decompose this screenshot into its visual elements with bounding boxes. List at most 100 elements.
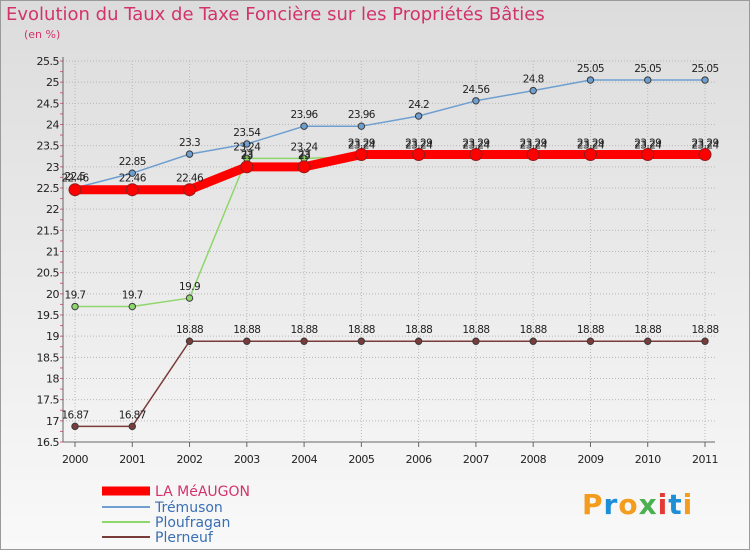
data-point: [185, 294, 194, 302]
data-label: 23.24: [405, 140, 433, 152]
data-point: [529, 337, 537, 345]
data-label: 23.29: [405, 138, 432, 150]
data-label: 19.9: [179, 281, 200, 293]
data-label: 25.05: [577, 63, 604, 75]
y-axis-unit-label: (en %): [24, 28, 61, 41]
data-label: 18.88: [348, 324, 375, 336]
data-point: [529, 86, 537, 95]
data-label: 23.24: [233, 141, 261, 153]
y-tick-label: 24: [46, 119, 59, 132]
data-label: 19.7: [65, 290, 86, 302]
y-tick-label: 24.5: [37, 97, 60, 110]
y-tick-label: 25.5: [37, 55, 60, 68]
data-label: 23.29: [520, 138, 547, 150]
data-label: 23.29: [348, 138, 375, 150]
data-point: [357, 337, 366, 345]
data-label: 23.24: [348, 140, 376, 152]
x-tick-label: 2011: [692, 453, 718, 466]
data-label: 23.24: [291, 141, 319, 153]
data-point: [128, 422, 136, 431]
data-point: [641, 148, 655, 162]
data-point: [644, 76, 652, 84]
x-tick-label: 2007: [463, 453, 489, 466]
data-point: [125, 183, 139, 197]
data-point: [185, 150, 194, 158]
logo-letter: x: [638, 488, 658, 521]
x-tick-label: 2003: [234, 453, 260, 466]
data-point: [644, 337, 652, 345]
x-tick-label: 2000: [62, 453, 88, 466]
data-label: 23: [241, 148, 253, 160]
data-label: 25.05: [634, 63, 661, 75]
y-tick-label: 18: [46, 373, 59, 386]
x-tick-label: 2006: [406, 453, 432, 466]
legend-label: Plerneuf: [155, 530, 214, 546]
y-tick-label: 19: [46, 330, 59, 343]
data-label: 22.5: [65, 171, 86, 183]
logo-letter: o: [618, 488, 639, 521]
data-label: 23.29: [634, 138, 661, 150]
x-tick-label: 2005: [348, 453, 374, 466]
data-point: [71, 422, 79, 431]
data-label: 18.88: [691, 324, 718, 336]
y-tick-label: 17.5: [37, 394, 60, 407]
data-point: [414, 112, 423, 120]
series-line-2: [74, 155, 706, 308]
data-label: 24.8: [523, 74, 544, 86]
data-label: 24.56: [462, 84, 490, 96]
x-tick-label: 2008: [520, 453, 546, 466]
x-tick-label: 2004: [291, 453, 317, 466]
data-label: 23.24: [520, 140, 548, 152]
x-tick-label: 2009: [577, 453, 603, 466]
data-point: [243, 337, 251, 345]
data-point: [469, 148, 483, 162]
data-point: [243, 140, 251, 148]
series-group: [68, 76, 712, 431]
data-label: 22.85: [119, 156, 146, 168]
data-point: [526, 148, 540, 162]
data-label: 16.87: [119, 409, 146, 421]
data-point: [586, 337, 595, 345]
logo-letter: i: [682, 488, 694, 521]
data-label: 16.87: [61, 409, 88, 421]
data-point: [586, 76, 595, 84]
data-point: [701, 76, 709, 84]
data-label: 22.46: [176, 173, 204, 185]
legend-label: Ploufragan: [155, 515, 230, 531]
legend-label: Trémuson: [154, 500, 223, 516]
data-point: [68, 183, 82, 197]
legend-label: LA MéAUGON: [155, 484, 250, 500]
y-tick-label: 21: [46, 246, 59, 259]
logo-letter: i: [657, 488, 669, 521]
logo-letter: r: [603, 488, 619, 521]
data-point: [185, 337, 194, 345]
data-label: 18.88: [520, 324, 547, 336]
data-point: [583, 148, 597, 162]
data-label: 23: [298, 150, 310, 162]
data-label: 18.88: [634, 324, 661, 336]
data-point: [183, 183, 197, 197]
x-tick-label: 2002: [177, 453, 203, 466]
data-label: 23.24: [634, 140, 662, 152]
y-tick-label: 23: [46, 161, 59, 174]
data-label: 25.05: [691, 63, 718, 75]
data-label: 23.24: [691, 140, 719, 152]
data-label: 23.3: [179, 137, 200, 149]
y-tick-label: 22.5: [37, 182, 60, 195]
data-point: [297, 160, 311, 174]
y-tick-label: 25: [46, 76, 59, 89]
data-label: 23.24: [577, 140, 605, 152]
chart-title: Evolution du Taux de Taxe Foncière sur l…: [6, 4, 545, 25]
data-label: 18.88: [233, 324, 260, 336]
logo-letter: P: [582, 488, 604, 521]
data-label: 23.29: [462, 138, 489, 150]
y-tick-label: 19.5: [37, 309, 60, 322]
data-point: [128, 169, 136, 177]
data-point: [128, 302, 136, 311]
data-point: [412, 148, 426, 162]
data-label: 23: [298, 148, 310, 160]
data-point: [71, 302, 79, 311]
data-point: [354, 148, 368, 162]
data-label: 18.88: [176, 324, 203, 336]
